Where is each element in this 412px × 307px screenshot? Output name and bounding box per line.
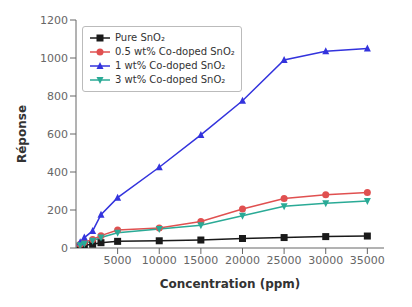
svg-text:1200: 1200 [40,14,68,27]
svg-text:600: 600 [47,128,68,141]
svg-text:35000: 35000 [350,254,385,267]
svg-text:Réponse: Réponse [15,105,29,163]
html-text:3 wt% Co-doped SnO₂: 3 wt% Co-doped SnO₂ [115,74,226,85]
svg-text:0: 0 [61,242,68,255]
svg-text:1000: 1000 [40,52,68,65]
svg-text:200: 200 [47,204,68,217]
svg-text:15000: 15000 [183,254,218,267]
svg-text:20000: 20000 [225,254,260,267]
svg-text:800: 800 [47,90,68,103]
svg-text:30000: 30000 [308,254,343,267]
html-text:0.5 wt% Co-doped SnO₂: 0.5 wt% Co-doped SnO₂ [115,46,235,57]
html-text:Pure SnO₂: Pure SnO₂ [115,32,165,43]
svg-text:5000: 5000 [104,254,132,267]
svg-text:25000: 25000 [267,254,302,267]
html-text:1 wt% Co-doped SnO₂: 1 wt% Co-doped SnO₂ [115,60,226,71]
svg-text:400: 400 [47,166,68,179]
svg-text:Concentration (ppm): Concentration (ppm) [160,277,301,291]
svg-text:10000: 10000 [142,254,177,267]
